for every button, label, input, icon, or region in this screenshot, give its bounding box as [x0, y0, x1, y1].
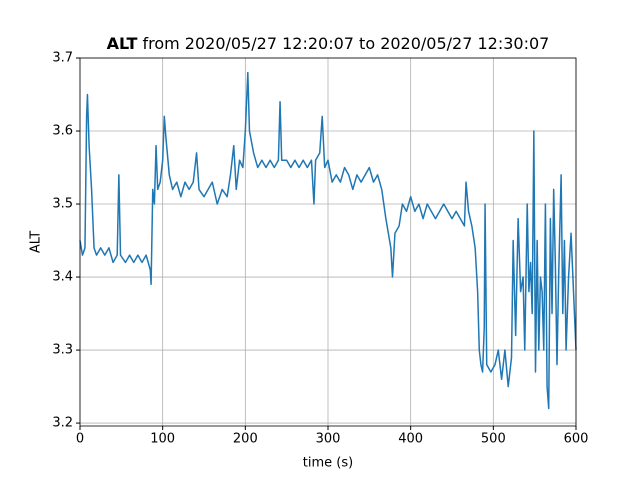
y-tick-label: 3.5 [52, 197, 73, 212]
x-tick-label: 100 [150, 432, 175, 447]
y-tick-label: 3.3 [52, 343, 73, 358]
y-tick-label: 3.7 [52, 51, 73, 66]
chart-title: ALT from 2020/05/27 12:20:07 to 2020/05/2… [107, 34, 550, 53]
title-rest: from 2020/05/27 12:20:07 to 2020/05/27 1… [142, 34, 549, 53]
x-tick-label: 200 [233, 432, 258, 447]
y-axis-label: ALT [29, 231, 44, 253]
x-tick-label: 0 [76, 432, 84, 447]
title-bold: ALT [107, 34, 138, 53]
x-tick-label: 400 [398, 432, 423, 447]
plot-frame [79, 57, 577, 427]
x-tick-label: 600 [564, 432, 589, 447]
y-tick-label: 3.6 [52, 124, 73, 139]
x-tick-label: 300 [316, 432, 341, 447]
data-line [79, 71, 577, 410]
x-tick-label: 500 [481, 432, 506, 447]
y-tick-label: 3.2 [52, 416, 73, 431]
y-tick-label: 3.4 [52, 270, 73, 285]
x-axis-label: time (s) [303, 456, 353, 471]
